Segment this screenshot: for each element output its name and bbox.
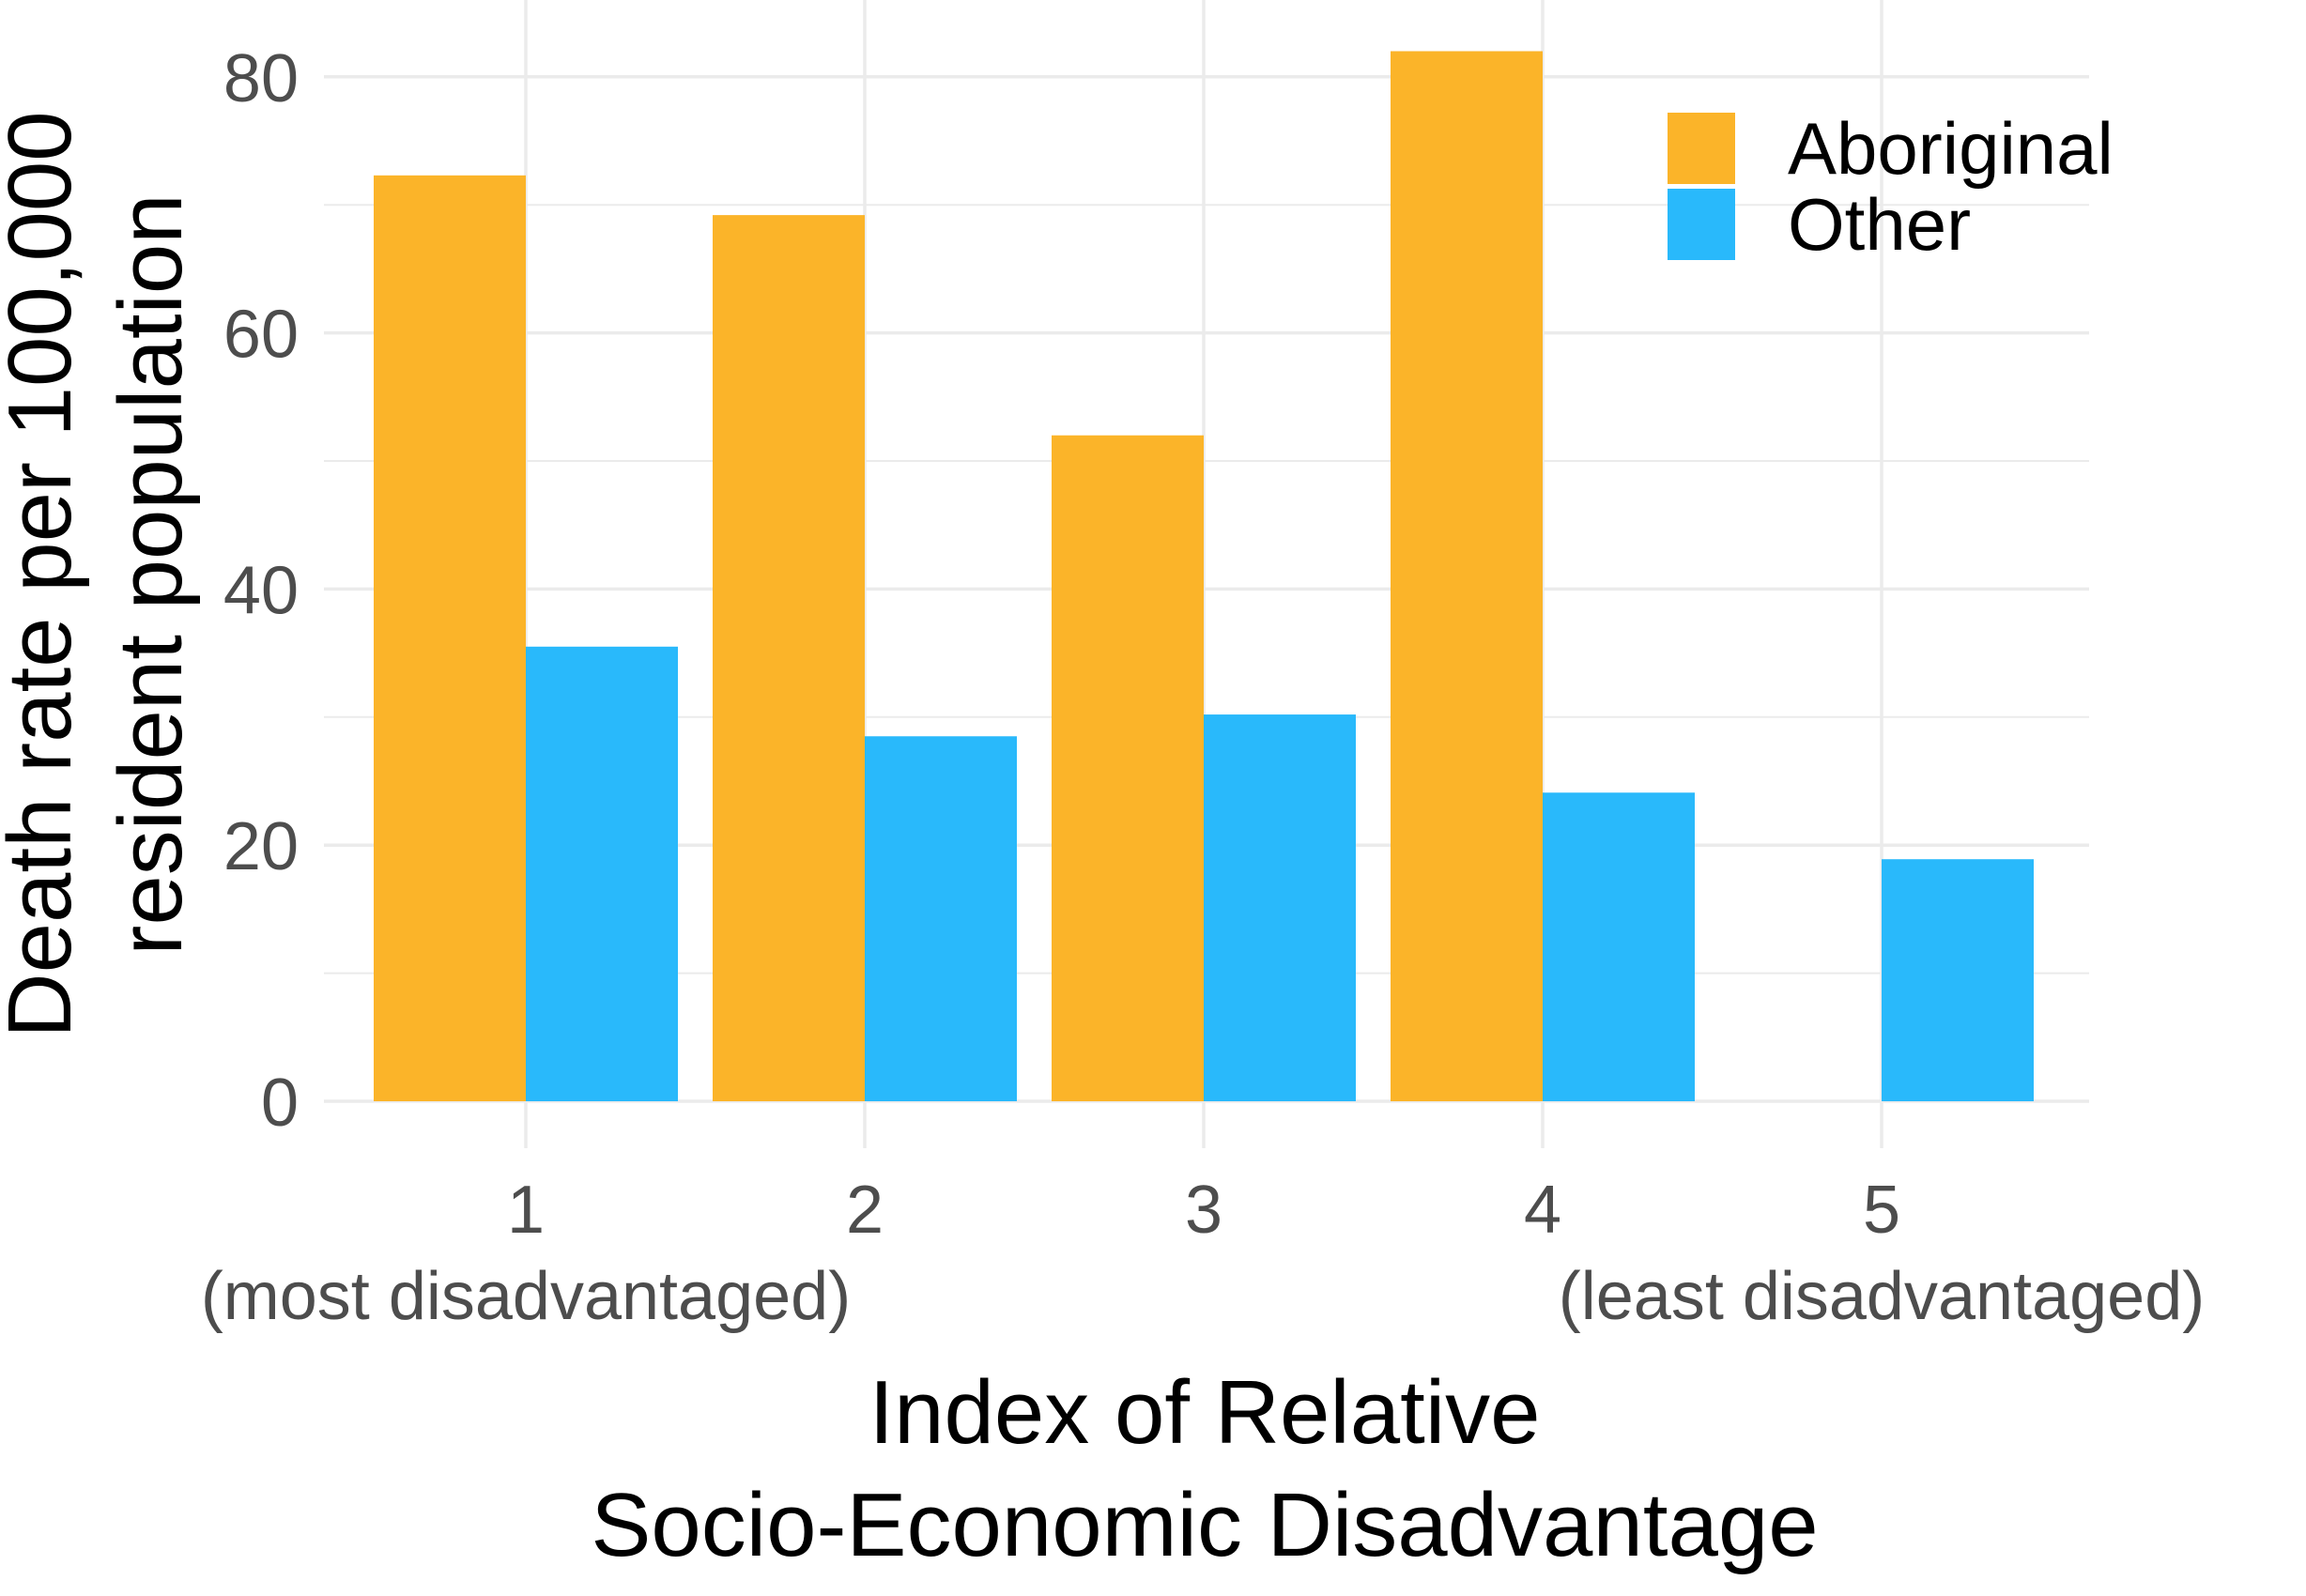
y-tick-label: 40 <box>223 553 299 628</box>
bar-aboriginal-4 <box>1391 51 1543 1101</box>
bar-other-4 <box>1543 792 1695 1101</box>
bar-aboriginal-1 <box>374 175 526 1101</box>
y-tick-label: 20 <box>223 809 299 884</box>
y-tick-label: 80 <box>223 41 299 116</box>
y-tick-label: 0 <box>261 1066 299 1141</box>
bar-other-2 <box>865 736 1017 1101</box>
legend-label-other: Other <box>1788 183 1971 266</box>
bar-other-3 <box>1204 714 1356 1101</box>
y-axis-title-line-2: resident population <box>100 193 201 955</box>
x-tick-label: 3 <box>1185 1173 1222 1248</box>
x-tick-sublabel: (most disadvantaged) <box>201 1259 851 1334</box>
y-axis-ticks: 0 20 40 60 80 <box>223 41 299 1141</box>
bars <box>374 51 2034 1102</box>
bar-other-1 <box>526 646 678 1101</box>
legend-swatch-aboriginal <box>1668 113 1735 184</box>
y-axis-title: Death rate per 100,000 resident populati… <box>0 111 201 1037</box>
x-axis-title-line-1: Index of Relative <box>869 1362 1540 1463</box>
x-tick-sublabel: (least disadvantaged) <box>1559 1259 2205 1334</box>
x-axis-title: Index of Relative Socio-Economic Disadva… <box>591 1362 1818 1575</box>
y-axis-title-line-1: Death rate per 100,000 <box>0 111 90 1037</box>
bar-aboriginal-3 <box>1052 435 1204 1102</box>
bar-aboriginal-2 <box>713 215 865 1101</box>
x-tick-label: 4 <box>1524 1173 1561 1248</box>
x-axis-ticks: 1 (most disadvantaged) 2 3 4 5 (least disadvan… <box>201 1173 2205 1334</box>
x-tick-label: 1 <box>507 1173 545 1248</box>
x-tick-label: 5 <box>1863 1173 1900 1248</box>
bar-other-5 <box>1882 859 2034 1101</box>
x-tick-label: 2 <box>846 1173 884 1248</box>
legend-label-aboriginal: Aboriginal <box>1788 107 2114 190</box>
y-tick-label: 60 <box>223 298 299 373</box>
legend-swatch-other <box>1668 189 1735 260</box>
x-axis-title-line-2: Socio-Economic Disadvantage <box>591 1475 1818 1575</box>
